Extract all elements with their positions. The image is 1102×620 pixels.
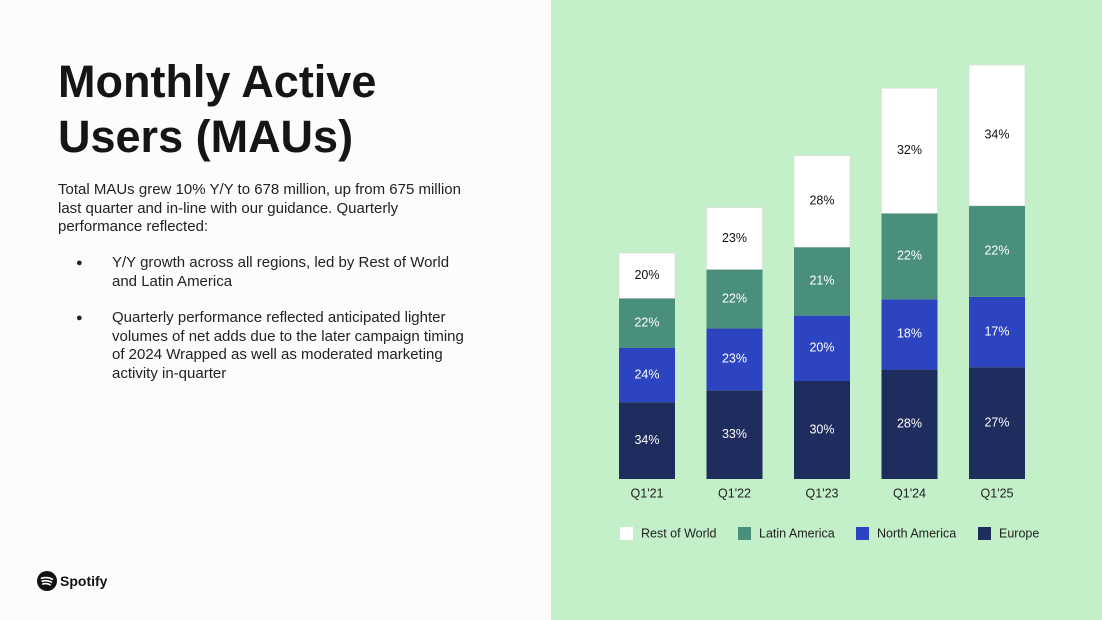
data-label: 23% xyxy=(722,352,747,366)
data-label: 22% xyxy=(984,244,1009,258)
bar-segment xyxy=(794,247,850,316)
bullet-list: Y/Y growth across all regions, led by Re… xyxy=(58,254,478,401)
text-panel: Monthly Active Users (MAUs) Total MAUs g… xyxy=(0,0,551,620)
logo-text: Spotify xyxy=(60,573,108,589)
bar-segment xyxy=(706,207,763,270)
legend-label: Rest of World xyxy=(641,526,717,540)
x-tick-label: Q1'25 xyxy=(981,486,1014,500)
data-label: 20% xyxy=(634,268,659,282)
data-label: 24% xyxy=(634,367,659,381)
logo-icon xyxy=(37,571,57,591)
legend-swatch xyxy=(620,527,633,540)
bar-segment xyxy=(881,369,938,479)
data-label: 28% xyxy=(897,417,922,431)
data-label: 28% xyxy=(809,194,834,208)
legend-label: Latin America xyxy=(759,526,835,540)
legend-swatch xyxy=(856,527,869,540)
legend-label: Europe xyxy=(999,526,1039,540)
bar-segment xyxy=(619,298,675,348)
data-label: 22% xyxy=(634,315,659,329)
bar-segment xyxy=(618,252,676,299)
bar-segment xyxy=(794,380,850,479)
data-label: 27% xyxy=(984,415,1009,429)
x-tick-label: Q1'22 xyxy=(718,486,751,500)
x-tick-label: Q1'21 xyxy=(631,486,664,500)
bar-segment xyxy=(794,315,850,381)
data-label: 33% xyxy=(722,427,747,441)
data-label: 20% xyxy=(809,341,834,355)
bar-segment xyxy=(881,213,938,300)
summary: Total MAUs grew 10% Y/Y to 678 million, … xyxy=(58,181,461,235)
data-label: 34% xyxy=(634,433,659,447)
logo: Spotify xyxy=(37,571,107,591)
bar-segment xyxy=(706,328,763,391)
data-label: 21% xyxy=(809,274,834,288)
bar-segment xyxy=(881,87,938,214)
data-label: 34% xyxy=(984,128,1009,142)
legend-swatch xyxy=(738,527,751,540)
data-label: 30% xyxy=(809,422,834,436)
title: Monthly Active Users (MAUs) xyxy=(58,56,377,162)
chart: 34% 24% 22% 20% Q1'21 33% 23% 22% 23% Q1'22 30% 20%… xyxy=(551,0,1102,620)
bar-segment xyxy=(968,64,1026,207)
bullet: Quarterly performance reflected anticipa… xyxy=(58,309,478,383)
x-tick-label: Q1'24 xyxy=(893,486,926,500)
bullet: Y/Y growth across all regions, led by Re… xyxy=(58,254,478,291)
legend-label: North America xyxy=(877,526,956,540)
legend-swatch xyxy=(978,527,991,540)
bar-segment xyxy=(706,269,763,329)
bar-segment xyxy=(619,347,675,403)
data-label: 18% xyxy=(897,327,922,341)
data-label: 23% xyxy=(722,231,747,245)
data-label: 22% xyxy=(722,291,747,305)
bar-segment xyxy=(793,155,851,248)
data-label: 22% xyxy=(897,249,922,263)
data-label: 17% xyxy=(984,324,1009,338)
bar-segment xyxy=(706,390,763,479)
data-label: 32% xyxy=(897,143,922,157)
bar-segment xyxy=(969,296,1025,368)
bar-segment xyxy=(969,205,1025,297)
bar-segment xyxy=(881,299,938,370)
bar-segment xyxy=(619,402,675,479)
x-tick-label: Q1'23 xyxy=(806,486,839,500)
bar-segment xyxy=(969,367,1025,479)
